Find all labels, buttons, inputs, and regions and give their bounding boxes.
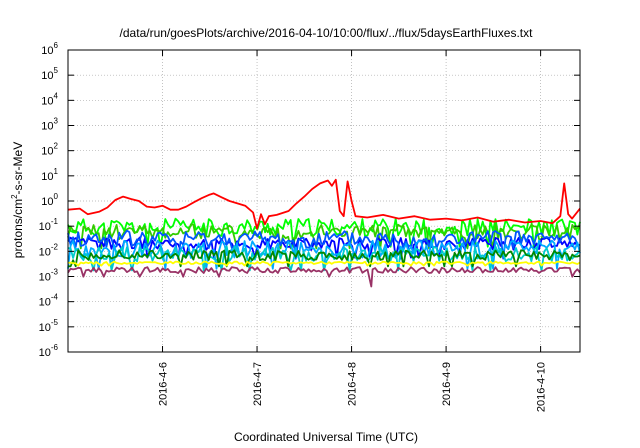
y-tick-label-base: 10 <box>41 121 53 133</box>
y-tick-label-exp: -6 <box>51 343 59 352</box>
x-tick-label: 2016-4-10 <box>536 362 548 412</box>
y-axis-label-base: protons/cm <box>11 199 25 258</box>
chart-title: /data/run/goesPlots/archive/2016-04-10/1… <box>120 26 534 40</box>
y-tick-label: 106 <box>41 41 58 57</box>
y-tick-label-exp: -5 <box>51 318 59 327</box>
series-line <box>67 245 581 272</box>
y-tick-label-base: 10 <box>41 70 53 82</box>
y-tick-label: 104 <box>41 91 58 107</box>
y-tick-label: 10-3 <box>39 268 59 284</box>
y-axis-label-sup: 2 <box>10 194 19 199</box>
y-tick-label: 101 <box>41 167 58 183</box>
y-tick-label-exp: -1 <box>51 217 59 226</box>
y-tick-label-base: 10 <box>41 146 53 158</box>
x-tick-label: 2016-4-8 <box>347 362 359 406</box>
y-tick-label: 102 <box>41 142 58 158</box>
x-axis: 2016-4-6 2016-4-7 2016-4-8 2016-4-9 2016-4-1… <box>158 50 548 412</box>
series-line <box>67 217 581 248</box>
y-tick-label: 10-4 <box>39 293 59 309</box>
y-tick-label-base: 10 <box>39 322 51 334</box>
y-tick-label-base: 10 <box>39 347 51 359</box>
series-layer <box>67 178 581 288</box>
y-tick-label-exp: 5 <box>54 66 59 75</box>
y-tick-label-exp: -4 <box>51 293 59 302</box>
x-tick-label: 2016-4-6 <box>158 362 170 406</box>
series-line <box>67 223 581 250</box>
y-tick-label: 10-2 <box>39 242 59 258</box>
y-tick-label: 105 <box>41 66 58 82</box>
y-tick-label-exp: -2 <box>51 242 59 251</box>
y-tick-label-base: 10 <box>39 297 51 309</box>
y-axis: 10-610-510-410-310-210-11001011021031041… <box>39 41 580 359</box>
y-tick-label-exp: 6 <box>54 41 59 50</box>
y-tick-label-base: 10 <box>41 171 53 183</box>
y-tick-label-exp: 3 <box>54 117 59 126</box>
y-axis-label: protons/cm2-s-sr-MeV <box>10 142 25 258</box>
x-axis-label: Coordinated Universal Time (UTC) <box>234 430 418 444</box>
y-axis-label-units: -s-sr-MeV <box>11 142 25 195</box>
y-tick-label: 10-5 <box>39 318 59 334</box>
x-tick-label: 2016-4-7 <box>252 362 264 406</box>
y-tick-label: 100 <box>41 192 58 208</box>
y-tick-label-exp: 2 <box>54 142 59 151</box>
y-tick-label-base: 10 <box>41 45 53 57</box>
y-tick-label-exp: -3 <box>51 268 59 277</box>
y-tick-label-base: 10 <box>41 196 53 208</box>
x-tick-label: 2016-4-9 <box>441 362 453 406</box>
series-line <box>67 260 581 267</box>
y-tick-label: 10-1 <box>39 217 59 233</box>
y-tick-label-base: 10 <box>39 246 51 258</box>
grid-lines <box>68 50 580 352</box>
series-line <box>67 229 581 260</box>
y-tick-label-base: 10 <box>39 221 51 233</box>
y-tick-label: 103 <box>41 117 58 133</box>
y-tick-label-exp: 4 <box>54 91 59 100</box>
y-tick-label-exp: 0 <box>54 192 59 201</box>
y-tick-label-base: 10 <box>41 95 53 107</box>
series-line <box>67 266 581 288</box>
series-line <box>68 249 581 268</box>
y-tick-label: 10-6 <box>39 343 59 359</box>
series-line <box>67 178 581 230</box>
y-tick-label-base: 10 <box>39 272 51 284</box>
y-tick-label-exp: 1 <box>54 167 59 176</box>
